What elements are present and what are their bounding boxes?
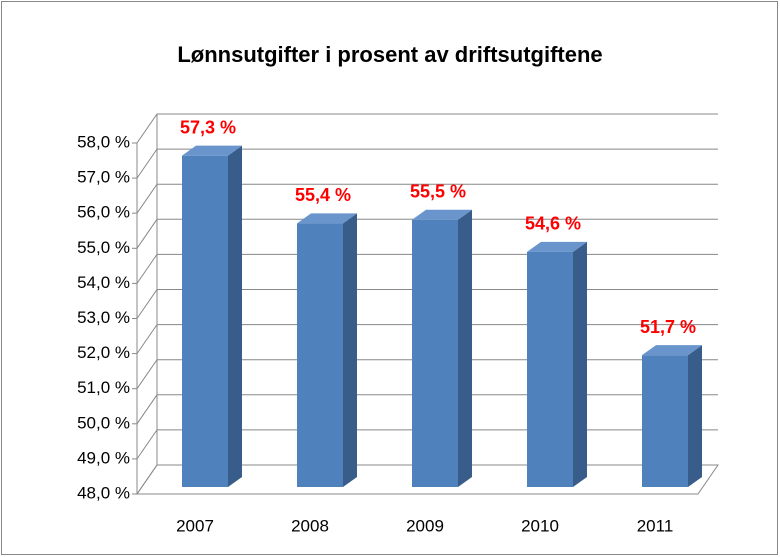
bar-side (573, 241, 587, 487)
value-label: 55,4 % (295, 185, 351, 205)
value-label: 57,3 % (180, 117, 236, 137)
bar (297, 223, 343, 488)
chart-title: Lønnsutgifter i prosent av driftsutgifte… (177, 42, 602, 67)
x-tick-label: 2009 (406, 516, 444, 535)
grid-line (136, 218, 718, 249)
y-tick-label: 58,0 % (77, 132, 130, 151)
bar-side (688, 345, 702, 487)
bar-top (297, 213, 357, 224)
bar-side (228, 145, 242, 487)
y-tick-label: 49,0 % (77, 448, 130, 467)
value-label: 55,5 % (410, 182, 466, 202)
bar (412, 219, 458, 487)
y-tick-label: 56,0 % (77, 203, 130, 222)
grid-line (136, 113, 718, 144)
value-label: 51,7 % (640, 317, 696, 337)
x-tick-label: 2007 (176, 516, 214, 535)
x-tick-label: 2011 (637, 516, 674, 535)
bar-top (182, 145, 242, 156)
bar (527, 251, 573, 487)
y-tick-label: 57,0 % (77, 168, 130, 187)
y-tick-label: 53,0 % (77, 308, 130, 327)
bar (182, 155, 228, 487)
x-tick-label: 2008 (291, 516, 329, 535)
x-tick-label: 2010 (521, 516, 559, 535)
y-tick-label: 51,0 % (77, 378, 130, 397)
y-tick-label: 54,0 % (77, 273, 130, 292)
y-tick-label: 50,0 % (77, 413, 130, 432)
bar-side (458, 209, 472, 487)
y-tick-label: 52,0 % (77, 343, 130, 362)
bar-top (642, 345, 702, 356)
grid-line (136, 183, 718, 214)
value-label: 54,6 % (525, 214, 581, 234)
y-tick-label: 48,0 % (77, 483, 130, 502)
bar-top (527, 241, 587, 252)
y-tick-label: 55,0 % (77, 238, 130, 257)
bar (642, 355, 688, 487)
bar-top (412, 209, 472, 220)
grid-line (136, 148, 718, 179)
bar-side (343, 213, 357, 488)
